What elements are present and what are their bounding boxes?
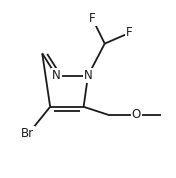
Text: F: F <box>126 26 133 40</box>
Text: F: F <box>89 12 96 25</box>
Text: N: N <box>84 69 92 82</box>
Text: Br: Br <box>21 127 34 140</box>
Text: O: O <box>132 108 141 121</box>
Text: N: N <box>52 69 61 82</box>
